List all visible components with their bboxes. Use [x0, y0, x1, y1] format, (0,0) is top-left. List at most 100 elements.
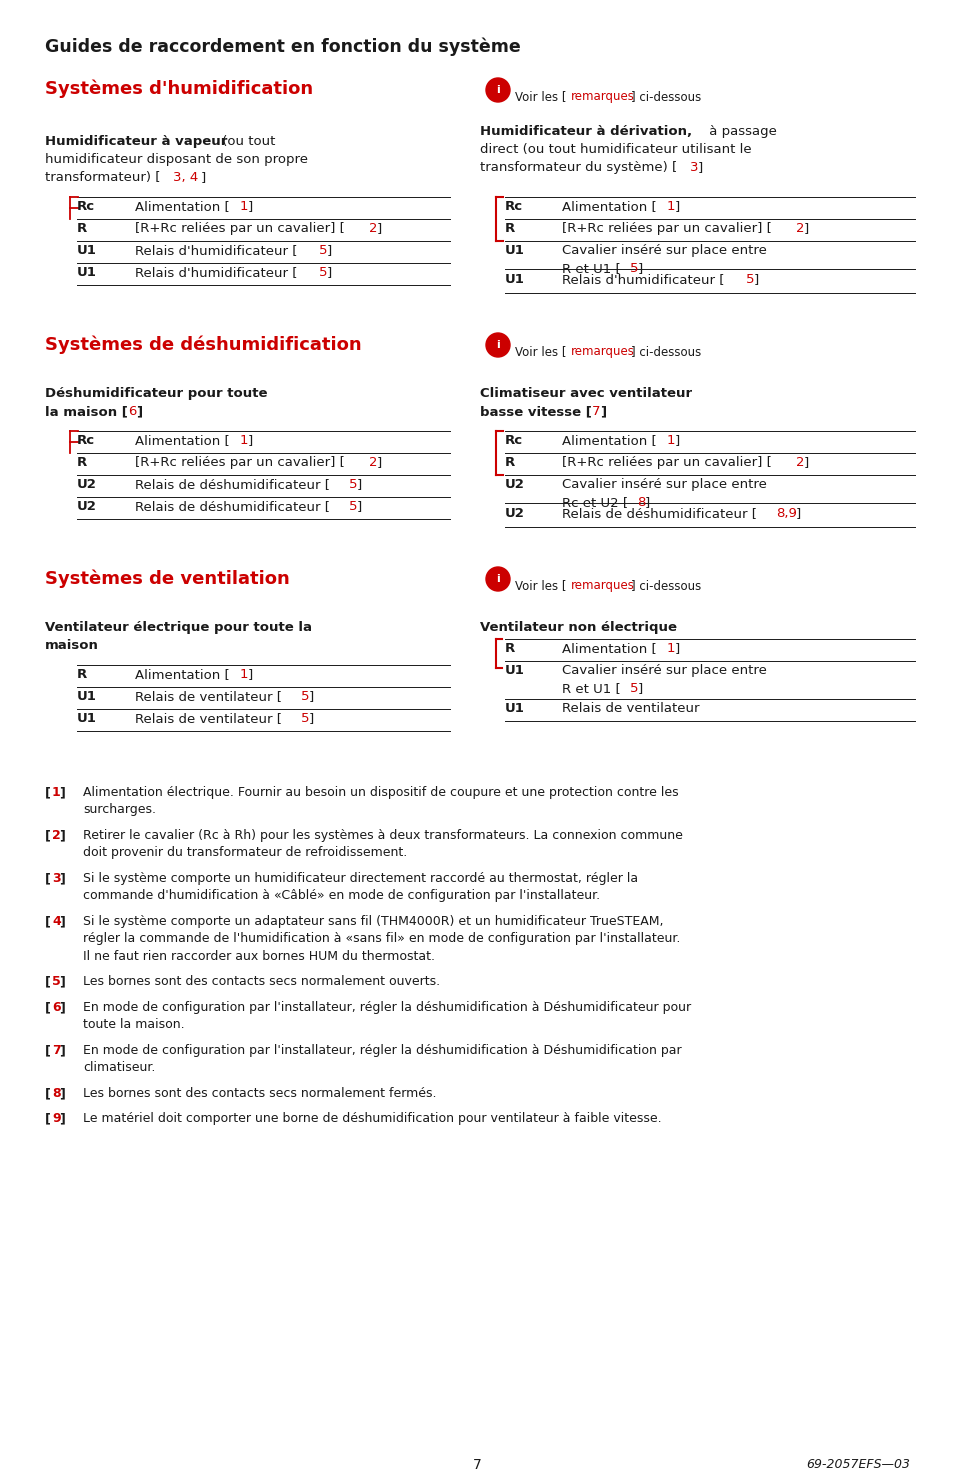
Text: [: [ [45, 1112, 51, 1125]
Text: 5: 5 [629, 681, 638, 695]
Text: ]: ] [753, 273, 759, 286]
Text: 2: 2 [52, 829, 61, 842]
Text: transformateur) [: transformateur) [ [45, 171, 160, 184]
Text: 5: 5 [349, 500, 357, 513]
Text: 2: 2 [795, 223, 803, 235]
Text: 9: 9 [52, 1112, 61, 1125]
Text: R: R [77, 223, 87, 235]
Text: Relais d'humidificateur [: Relais d'humidificateur [ [561, 273, 723, 286]
Text: Systèmes d'humidification: Systèmes d'humidification [45, 80, 313, 99]
Text: maison: maison [45, 639, 99, 652]
Text: ]: ] [599, 406, 605, 417]
Text: basse vitesse [: basse vitesse [ [479, 406, 591, 417]
Text: U2: U2 [77, 500, 97, 513]
Text: Cavalier inséré sur place entre: Cavalier inséré sur place entre [561, 243, 766, 257]
Text: Relais de ventilateur [: Relais de ventilateur [ [135, 712, 282, 726]
Text: 1: 1 [52, 786, 61, 799]
Text: ]: ] [248, 668, 253, 681]
Text: ]: ] [638, 263, 642, 274]
Text: ]: ] [59, 1112, 65, 1125]
Text: U1: U1 [504, 664, 524, 677]
Text: 5: 5 [318, 243, 327, 257]
Text: [: [ [45, 786, 51, 799]
Text: U2: U2 [504, 507, 524, 521]
Text: Relais d'humidificateur [: Relais d'humidificateur [ [135, 266, 297, 279]
Text: ]: ] [59, 975, 65, 988]
Text: U1: U1 [77, 243, 97, 257]
Text: Alimentation électrique. Fournir au besoin un dispositif de coupure et une prote: Alimentation électrique. Fournir au beso… [83, 786, 678, 799]
Text: ]: ] [59, 1087, 65, 1100]
Text: Alimentation [: Alimentation [ [135, 668, 230, 681]
Text: Les bornes sont des contacts secs normalement fermés.: Les bornes sont des contacts secs normal… [83, 1087, 436, 1100]
Text: à passage: à passage [704, 125, 776, 139]
Text: [: [ [45, 914, 51, 928]
Text: la maison [: la maison [ [45, 406, 128, 417]
Text: [R+Rc reliées par un cavalier] [: [R+Rc reliées par un cavalier] [ [561, 456, 771, 469]
Text: [R+Rc reliées par un cavalier] [: [R+Rc reliées par un cavalier] [ [561, 223, 771, 235]
Text: 1: 1 [666, 642, 675, 655]
Text: ]: ] [675, 201, 679, 212]
Text: ]: ] [644, 496, 650, 509]
Text: R: R [504, 642, 515, 655]
Text: ]: ] [698, 161, 702, 174]
Text: 2: 2 [795, 456, 803, 469]
Text: ]: ] [59, 786, 65, 799]
Text: [: [ [45, 975, 51, 988]
Circle shape [485, 333, 510, 357]
Text: 7: 7 [52, 1044, 61, 1058]
Text: 5: 5 [629, 263, 638, 274]
Text: R et U1 [: R et U1 [ [561, 681, 620, 695]
Text: [: [ [45, 1087, 51, 1100]
Text: 4: 4 [52, 914, 61, 928]
Text: En mode de configuration par l'installateur, régler la déshumidification à Déshu: En mode de configuration par l'installat… [83, 1044, 680, 1058]
Text: Cavalier inséré sur place entre: Cavalier inséré sur place entre [561, 664, 766, 677]
Text: humidificateur disposant de son propre: humidificateur disposant de son propre [45, 153, 308, 167]
Circle shape [485, 78, 510, 102]
Text: Relais de ventilateur [: Relais de ventilateur [ [135, 690, 282, 704]
Text: ]: ] [309, 712, 314, 726]
Text: ]: ] [136, 406, 142, 417]
Text: Voir les [: Voir les [ [515, 580, 566, 591]
Text: transformateur du système) [: transformateur du système) [ [479, 161, 677, 174]
Text: ]: ] [795, 507, 801, 521]
Text: Rc: Rc [504, 434, 522, 447]
Text: 1: 1 [240, 201, 248, 212]
Text: 5: 5 [349, 478, 357, 491]
Text: Humidificateur à vapeur: Humidificateur à vapeur [45, 136, 227, 148]
Text: ]: ] [675, 642, 679, 655]
Text: ]: ] [248, 434, 253, 447]
Text: 7: 7 [472, 1457, 481, 1472]
Text: Retirer le cavalier (Rc à Rh) pour les systèmes à deux transformateurs. La conne: Retirer le cavalier (Rc à Rh) pour les s… [83, 829, 682, 842]
Text: Relais de déshumidificateur [: Relais de déshumidificateur [ [135, 500, 330, 513]
Text: 7: 7 [592, 406, 599, 417]
Text: Rc: Rc [504, 201, 522, 212]
Text: ]: ] [327, 243, 332, 257]
Text: Relais d'humidificateur [: Relais d'humidificateur [ [135, 243, 297, 257]
Text: Alimentation [: Alimentation [ [135, 434, 230, 447]
Text: i: i [496, 86, 499, 94]
Text: [: [ [45, 829, 51, 842]
Text: 8,9: 8,9 [775, 507, 796, 521]
Text: Déshumidificateur pour toute: Déshumidificateur pour toute [45, 386, 267, 400]
Text: Le matériel doit comporter une borne de déshumidification pour ventilateur à fai: Le matériel doit comporter une borne de … [83, 1112, 661, 1125]
Text: ]: ] [309, 690, 314, 704]
Text: ]: ] [803, 223, 808, 235]
Text: 1: 1 [666, 201, 675, 212]
Text: climatiseur.: climatiseur. [83, 1062, 155, 1074]
Text: Alimentation [: Alimentation [ [561, 201, 656, 212]
Text: ]: ] [356, 500, 362, 513]
Text: 3, 4: 3, 4 [172, 171, 198, 184]
Text: R: R [504, 223, 515, 235]
Text: 2: 2 [369, 223, 377, 235]
Text: 5: 5 [301, 690, 309, 704]
Text: U1: U1 [504, 243, 524, 257]
Text: remarques: remarques [571, 90, 634, 103]
Text: Si le système comporte un humidificateur directement raccordé au thermostat, rég: Si le système comporte un humidificateur… [83, 872, 638, 885]
Text: Rc: Rc [77, 201, 95, 212]
Text: Systèmes de déshumidification: Systèmes de déshumidification [45, 335, 361, 354]
Text: ] ci-dessous: ] ci-dessous [630, 90, 700, 103]
Text: 1: 1 [240, 668, 248, 681]
Circle shape [485, 566, 510, 591]
Text: [R+Rc reliées par un cavalier] [: [R+Rc reliées par un cavalier] [ [135, 456, 345, 469]
Text: régler la commande de l'humidification à «sans fil» en mode de configuration par: régler la commande de l'humidification à… [83, 932, 679, 945]
